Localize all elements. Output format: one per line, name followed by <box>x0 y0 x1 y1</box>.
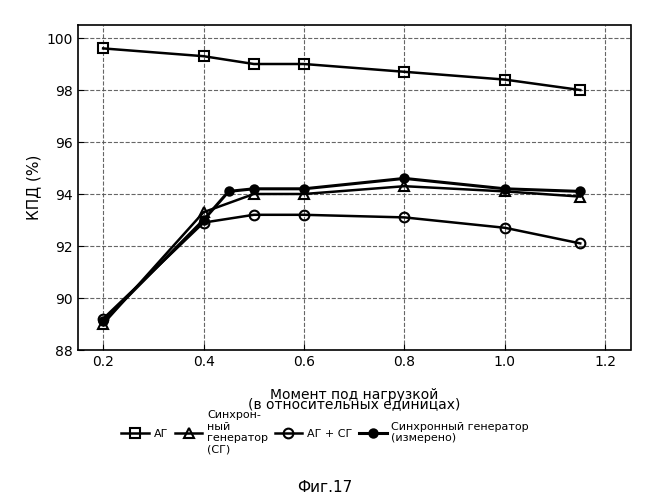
Text: Момент под нагрузкой: Момент под нагрузкой <box>270 388 439 402</box>
Y-axis label: КПД (%): КПД (%) <box>26 155 41 220</box>
Text: Фиг.17: Фиг.17 <box>298 480 352 495</box>
Text: (в относительных единицах): (в относительных единицах) <box>248 398 460 411</box>
Legend: АГ, Синхрон-
ный
генератор
(СГ), АГ + СГ, Синхронный генератор
(измерено): АГ, Синхрон- ный генератор (СГ), АГ + СГ… <box>117 406 533 460</box>
